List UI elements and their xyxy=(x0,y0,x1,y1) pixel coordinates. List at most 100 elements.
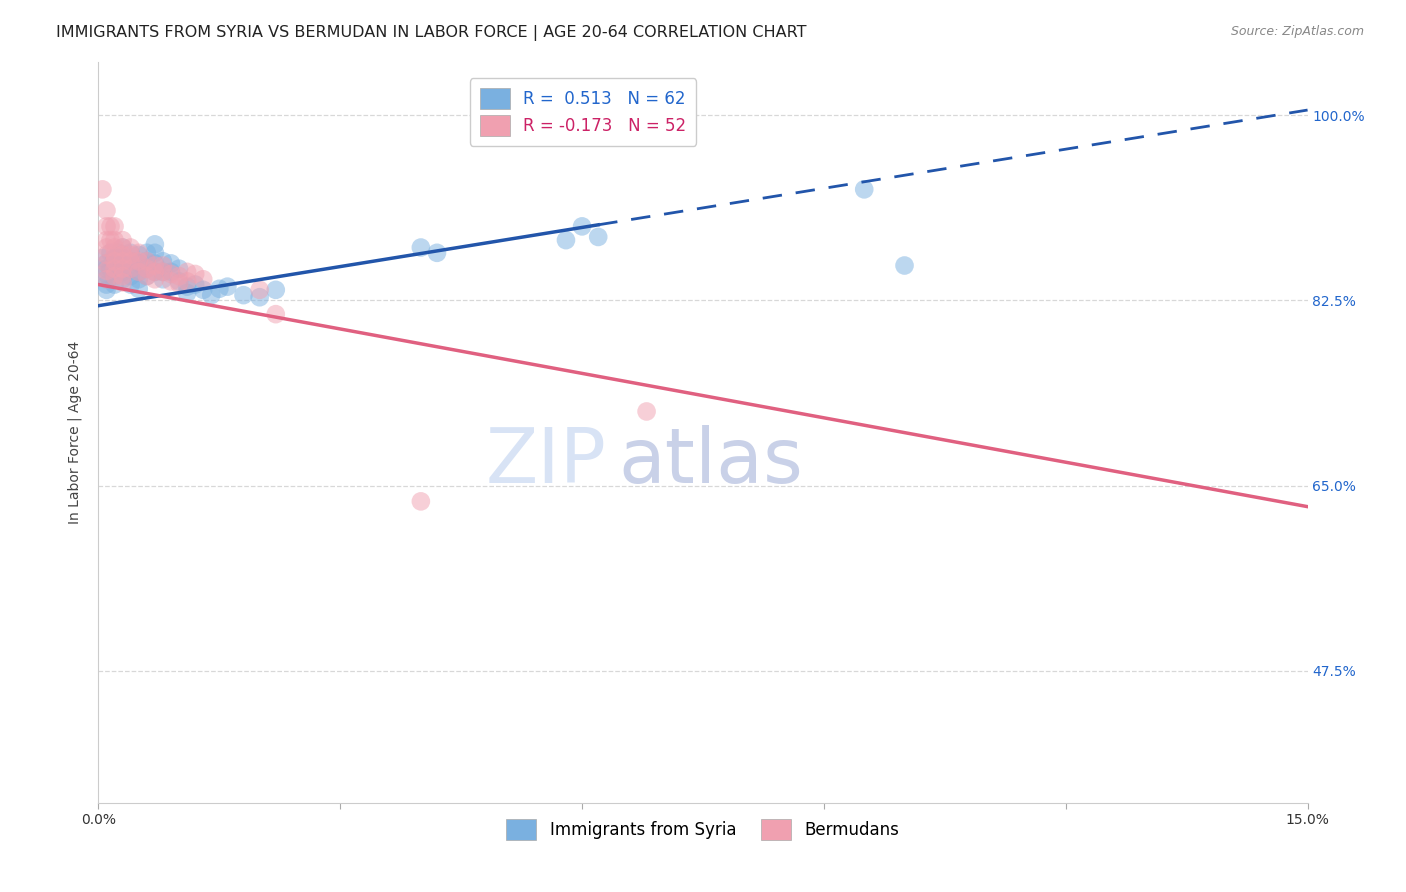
Point xyxy=(111,251,134,265)
Point xyxy=(143,265,166,279)
Point xyxy=(111,269,134,284)
Point xyxy=(167,274,190,288)
Point xyxy=(100,233,122,247)
Legend: Immigrants from Syria, Bermudans: Immigrants from Syria, Bermudans xyxy=(499,813,907,847)
Point xyxy=(100,245,122,260)
Point xyxy=(555,233,578,247)
Point xyxy=(107,245,129,260)
Point xyxy=(135,261,157,276)
Point xyxy=(96,264,118,278)
Point xyxy=(111,261,134,276)
Point xyxy=(96,256,118,270)
Point xyxy=(264,307,287,321)
Point xyxy=(103,248,125,262)
Point xyxy=(184,277,207,292)
Point xyxy=(143,237,166,252)
Point xyxy=(143,259,166,273)
Point xyxy=(128,272,150,286)
Point xyxy=(893,259,915,273)
Point xyxy=(120,245,142,260)
Point xyxy=(160,265,183,279)
Point xyxy=(249,290,271,304)
Point xyxy=(103,233,125,247)
Point xyxy=(96,203,118,218)
Point xyxy=(120,254,142,268)
Point xyxy=(143,272,166,286)
Point xyxy=(152,259,174,273)
Point xyxy=(135,269,157,284)
Point xyxy=(409,494,432,508)
Point xyxy=(135,245,157,260)
Point xyxy=(103,269,125,284)
Point xyxy=(232,288,254,302)
Text: ZIP: ZIP xyxy=(485,425,606,500)
Point xyxy=(120,254,142,268)
Point xyxy=(111,248,134,262)
Point xyxy=(193,272,215,286)
Point xyxy=(135,261,157,276)
Point xyxy=(128,245,150,260)
Point xyxy=(107,256,129,270)
Point xyxy=(152,254,174,268)
Point xyxy=(100,261,122,276)
Point xyxy=(135,254,157,268)
Point xyxy=(152,272,174,286)
Point xyxy=(636,404,658,418)
Point xyxy=(160,256,183,270)
Point xyxy=(96,267,118,281)
Point xyxy=(409,240,432,255)
Point xyxy=(111,233,134,247)
Point xyxy=(111,265,134,279)
Point xyxy=(91,182,114,196)
Point xyxy=(111,240,134,255)
Point xyxy=(160,267,183,281)
Point xyxy=(128,248,150,262)
Point xyxy=(91,251,114,265)
Point xyxy=(264,283,287,297)
Point xyxy=(571,219,593,234)
Point xyxy=(120,261,142,276)
Point xyxy=(152,265,174,279)
Point xyxy=(167,277,190,291)
Point xyxy=(111,272,134,286)
Point xyxy=(96,277,118,292)
Point xyxy=(111,276,134,290)
Point xyxy=(160,274,183,288)
Point xyxy=(120,269,142,284)
Point xyxy=(200,288,222,302)
Text: Source: ZipAtlas.com: Source: ZipAtlas.com xyxy=(1230,25,1364,38)
Point xyxy=(152,265,174,279)
Point xyxy=(586,230,609,244)
Point xyxy=(128,254,150,268)
Point xyxy=(143,265,166,279)
Point xyxy=(96,219,118,234)
Y-axis label: In Labor Force | Age 20-64: In Labor Force | Age 20-64 xyxy=(67,341,83,524)
Text: atlas: atlas xyxy=(619,425,803,500)
Point xyxy=(128,282,150,296)
Point xyxy=(193,283,215,297)
Point xyxy=(167,269,190,284)
Point xyxy=(176,274,198,288)
Point xyxy=(853,182,876,196)
Point xyxy=(426,245,449,260)
Point xyxy=(103,254,125,268)
Point xyxy=(103,240,125,255)
Point xyxy=(96,272,118,286)
Point xyxy=(96,248,118,262)
Point xyxy=(217,279,239,293)
Point xyxy=(96,240,118,255)
Point xyxy=(135,269,157,284)
Point xyxy=(103,251,125,265)
Point xyxy=(96,256,118,270)
Point xyxy=(100,219,122,234)
Point xyxy=(143,245,166,260)
Point xyxy=(120,277,142,292)
Point xyxy=(103,219,125,234)
Text: IMMIGRANTS FROM SYRIA VS BERMUDAN IN LABOR FORCE | AGE 20-64 CORRELATION CHART: IMMIGRANTS FROM SYRIA VS BERMUDAN IN LAB… xyxy=(56,25,807,41)
Point xyxy=(111,254,134,268)
Point xyxy=(176,279,198,293)
Point xyxy=(96,283,118,297)
Point xyxy=(135,254,157,268)
Point xyxy=(176,265,198,279)
Point xyxy=(96,233,118,247)
